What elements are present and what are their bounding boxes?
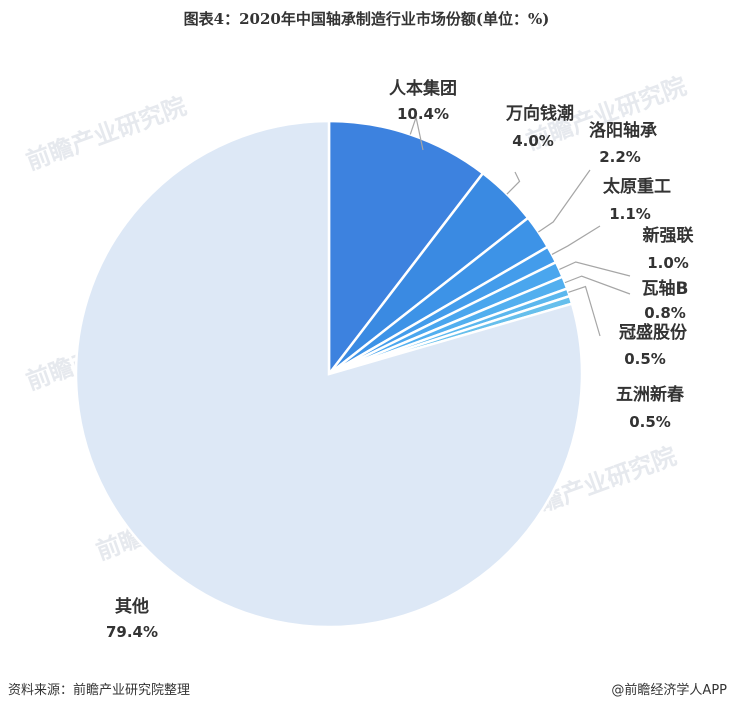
slice-label-value-2: 2.2%	[599, 148, 641, 166]
slice-label-name-7: 五洲新春	[616, 384, 684, 405]
slice-label-value-8: 79.4%	[106, 623, 158, 641]
slice-label-name-6: 冠盛股份	[619, 322, 688, 343]
leader-line-1	[506, 171, 521, 195]
leader-lines	[409, 115, 631, 337]
leader-line-0	[409, 115, 424, 151]
slice-label-value-6: 0.5%	[624, 350, 666, 368]
slice-label-name-0: 人本集团	[389, 78, 457, 99]
slice-label-value-0: 10.4%	[397, 105, 449, 123]
pie-slice-0	[327, 119, 485, 378]
slice-label-value-1: 4.0%	[512, 132, 554, 150]
leader-line-3	[551, 225, 601, 255]
slice-label-value-4: 1.0%	[647, 254, 689, 272]
brand-credit: @前瞻经济学人APP	[611, 683, 727, 698]
slice-label-value-3: 1.1%	[609, 205, 651, 223]
slice-label-name-8: 其他	[115, 596, 149, 617]
chart-title: 图表4：2020年中国轴承制造行业市场份额(单位：%)	[183, 10, 550, 28]
slice-label-name-3: 太原重工	[603, 176, 671, 197]
slice-label-name-2: 洛阳轴承	[589, 120, 657, 141]
slice-label-name-5: 瓦轴B	[642, 278, 689, 299]
slice-label-value-7: 0.5%	[629, 413, 671, 431]
watermark-text: 前瞻产业研究院	[22, 92, 189, 176]
pie-slices	[74, 119, 584, 629]
slice-labels: 人本集团 10.4% 万向钱潮 4.0% 洛阳轴承 2.2% 太原重工 1.1% 新强联 1.0%…	[106, 78, 694, 641]
slice-label-name-1: 万向钱潮	[505, 103, 574, 124]
source-note: 资料来源：前瞻产业研究院整理	[8, 683, 191, 698]
leader-line-6	[568, 285, 601, 337]
pie-slice-8	[74, 119, 584, 629]
slice-label-name-4: 新强联	[643, 225, 694, 246]
leader-line-4	[559, 261, 631, 277]
leader-line-2	[538, 169, 591, 233]
leader-line-5	[564, 275, 631, 295]
slice-label-value-5: 0.8%	[644, 304, 686, 322]
